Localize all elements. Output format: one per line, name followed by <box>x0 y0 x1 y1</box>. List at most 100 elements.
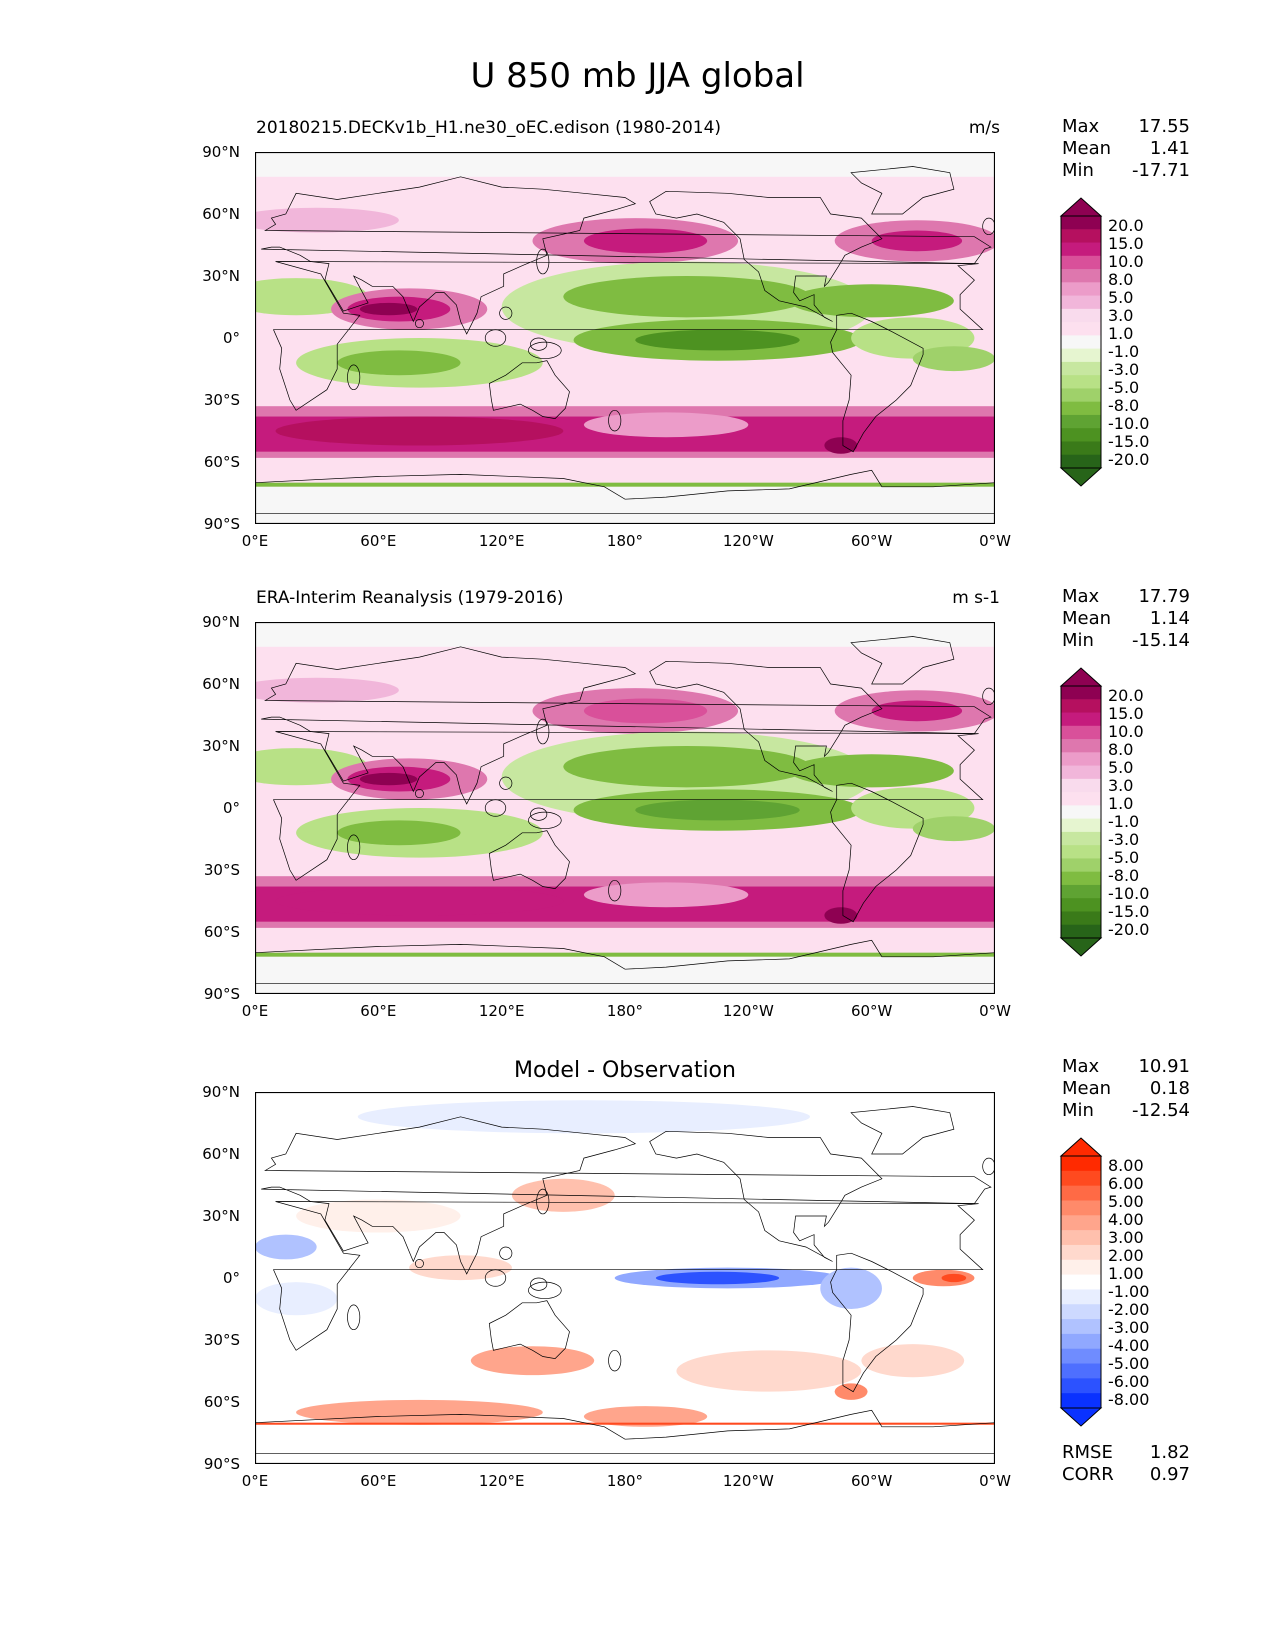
colorbar-label: 8.0 <box>1108 270 1134 289</box>
island-coastline <box>528 1281 562 1300</box>
colorbar-label: 3.00 <box>1108 1228 1144 1247</box>
map-plot <box>255 622 995 994</box>
island-coastline <box>499 776 513 790</box>
colorbar-swatch <box>1061 322 1101 336</box>
contour-region <box>583 412 749 438</box>
stat-value: 17.79 <box>1138 586 1190 607</box>
colorbar-swatch <box>1061 831 1101 846</box>
stat-value: 10.91 <box>1138 1056 1190 1077</box>
y-tick-label: 90°N <box>202 1083 240 1101</box>
colorbar <box>1059 667 1103 957</box>
island-coastline <box>414 319 424 329</box>
stat-label: RMSE <box>1062 1442 1113 1463</box>
y-tick-label: 30°N <box>202 737 240 755</box>
colorbar-swatch <box>1061 1230 1101 1246</box>
panel-units: m s-1 <box>952 588 1000 608</box>
coastlines <box>255 166 995 515</box>
colorbar-label: 4.00 <box>1108 1210 1144 1229</box>
colorbar-label: 2.00 <box>1108 1246 1144 1265</box>
stat-label: Max <box>1062 586 1100 607</box>
contour-region <box>359 302 418 316</box>
colorbar-swatch <box>1061 441 1101 456</box>
colorbar-swatch <box>1061 805 1101 820</box>
contour-region <box>635 329 800 351</box>
y-tick-label: 60°S <box>203 923 240 941</box>
panel-units: m/s <box>968 118 1000 138</box>
colorbar-extend-min <box>1059 937 1103 957</box>
colorbar-swatch <box>1061 752 1101 767</box>
colorbar-label: 8.0 <box>1108 740 1134 759</box>
island-coastline <box>347 364 361 391</box>
x-tick-label: 60°W <box>850 1002 893 1020</box>
contour-region <box>357 1100 810 1134</box>
coastline <box>830 1252 924 1393</box>
y-tick-label: 60°N <box>202 205 240 223</box>
colorbar-label: -3.0 <box>1108 830 1140 849</box>
x-tick-label: 0°E <box>241 1002 269 1020</box>
colorbar-label: -15.0 <box>1108 902 1150 921</box>
stat-value: 0.18 <box>1149 1078 1190 1099</box>
colorbar-swatch <box>1061 1289 1101 1305</box>
y-tick-label: 90°N <box>202 613 240 631</box>
colorbar-swatch <box>1061 401 1101 416</box>
stat-label: Min <box>1062 630 1094 651</box>
coastline <box>649 190 883 322</box>
contour-region <box>789 754 954 788</box>
coastline <box>488 360 570 419</box>
colorbar-label: 5.0 <box>1108 758 1134 777</box>
x-tick-label: 120°E <box>478 1472 525 1490</box>
map-plot <box>255 152 995 524</box>
colorbar-swatch <box>1061 1185 1101 1201</box>
stat-label: Min <box>1062 1100 1094 1121</box>
colorbar-swatch <box>1061 1215 1101 1231</box>
colorbar-extend-min <box>1059 467 1103 487</box>
colorbar-label: 15.0 <box>1108 704 1144 723</box>
contour-region <box>861 1344 965 1378</box>
colorbar-swatch <box>1061 898 1101 912</box>
x-tick-label: 120°W <box>722 1002 774 1020</box>
colorbar-swatch <box>1061 242 1101 257</box>
x-tick-label: 120°E <box>478 1002 525 1020</box>
y-tick-label: 30°S <box>203 861 240 879</box>
colorbar-swatch <box>1061 388 1101 403</box>
coastlines <box>255 1106 995 1455</box>
colorbar-swatch <box>1061 858 1101 873</box>
colorbar <box>1059 197 1103 487</box>
colorbar-label: -20.0 <box>1108 450 1150 469</box>
colorbar-swatch <box>1061 739 1101 753</box>
colorbar-label: -3.0 <box>1108 360 1140 379</box>
colorbar-label: -8.0 <box>1108 396 1140 415</box>
island-coastline <box>484 799 507 817</box>
colorbar-extend-max <box>1059 667 1103 687</box>
coastline <box>830 312 924 453</box>
colorbar-swatch <box>1061 1156 1101 1172</box>
panel-title: 20180215.DECKv1b_H1.ne30_oEC.edison (198… <box>256 118 722 138</box>
plot-frame <box>255 1092 995 1464</box>
coastline <box>649 660 883 792</box>
contour-region <box>255 152 995 177</box>
island-coastline <box>499 1246 513 1260</box>
colorbar-label: -1.00 <box>1108 1282 1150 1301</box>
colorbar-swatch <box>1061 1319 1101 1335</box>
y-tick-label: 0° <box>222 799 240 817</box>
colorbar-label: -4.00 <box>1108 1336 1150 1355</box>
y-tick-label: 30°N <box>202 1207 240 1225</box>
contour-region <box>820 1267 882 1309</box>
coastline <box>261 176 992 335</box>
colorbar-label: 5.00 <box>1108 1192 1144 1211</box>
stats-box: Max 17.55 Mean 1.41 Min -17.71 <box>1062 116 1190 182</box>
colorbar-swatch <box>1061 428 1101 442</box>
contour-region <box>296 1199 461 1233</box>
colorbar-extend-min <box>1059 1407 1103 1427</box>
contour-region <box>255 1422 995 1425</box>
stat-label: Mean <box>1062 138 1112 159</box>
colorbar-swatch <box>1061 1259 1101 1276</box>
colorbar-swatch <box>1061 295 1101 310</box>
island-coastline <box>608 879 622 902</box>
colorbar-label: 3.0 <box>1108 306 1134 325</box>
colorbar-swatch <box>1061 454 1101 469</box>
colorbar <box>1059 1137 1103 1427</box>
contour-region <box>275 416 564 446</box>
colorbar-swatch <box>1061 765 1101 780</box>
contour-region <box>409 1255 512 1281</box>
